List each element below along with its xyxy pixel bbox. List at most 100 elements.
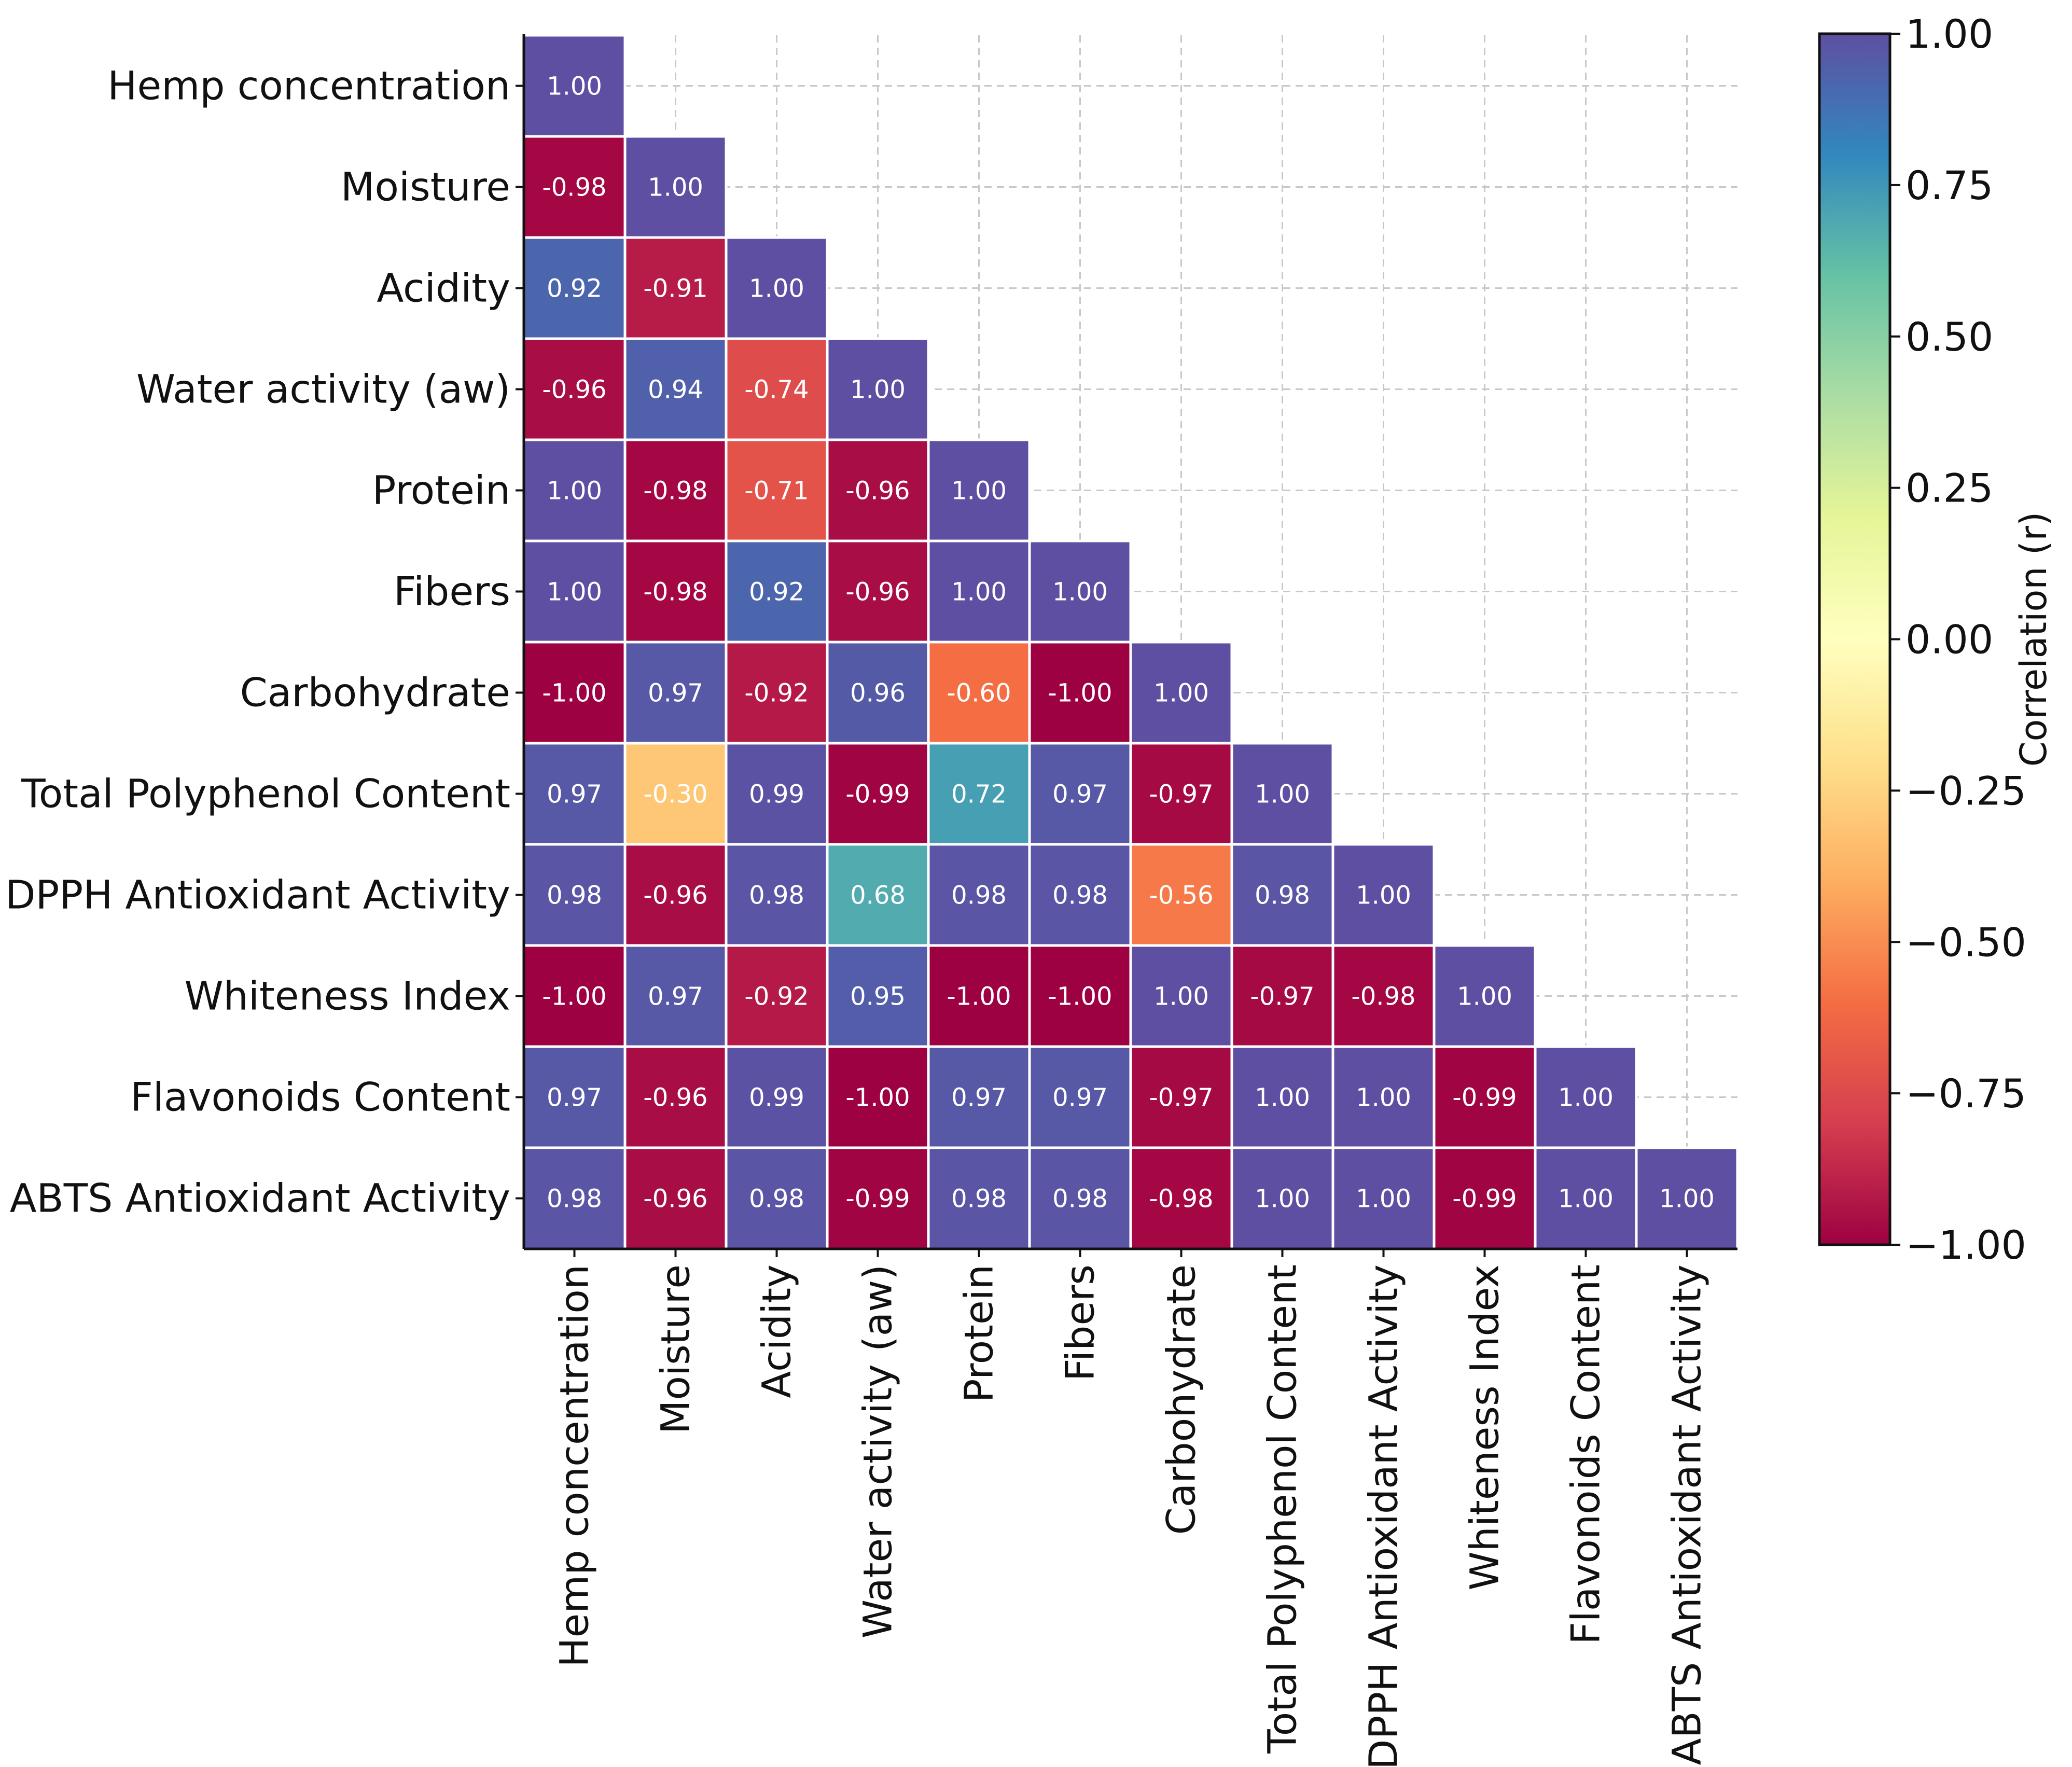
x-axis-label: Acidity	[754, 1264, 800, 1398]
colorbar-gradient	[1819, 34, 1890, 1245]
cell-value-label: -1.00	[947, 982, 1011, 1011]
heatmap-cell	[1129, 742, 1233, 846]
heatmap-cell	[826, 843, 930, 947]
cell-value-label: -0.99	[1452, 1083, 1517, 1112]
cell-value-label: -1.00	[1048, 982, 1112, 1011]
cell-value-label: 0.97	[547, 780, 602, 809]
cell-value-label: 1.00	[1558, 1083, 1614, 1112]
cell-value-label: 0.96	[850, 679, 906, 708]
cell-value-label: 0.98	[547, 1185, 602, 1214]
heatmap-cell	[826, 337, 930, 441]
colorbar-tick-label: 0.75	[1906, 162, 1993, 208]
heatmap-cell	[826, 438, 930, 542]
heatmap-cell	[1331, 1146, 1436, 1250]
heatmap-cell	[1028, 1045, 1132, 1149]
colorbar-tick-label: 0.00	[1906, 617, 1993, 663]
cell-value-label: 1.00	[1356, 881, 1411, 910]
heatmap-cell	[1230, 742, 1334, 846]
heatmap-cell	[623, 236, 728, 340]
cell-value-label: -0.99	[845, 1185, 910, 1214]
heatmap-cell	[1230, 944, 1334, 1048]
x-axis-label: DPPH Antioxidant Activity	[1360, 1264, 1407, 1767]
heatmap-cell	[927, 539, 1031, 644]
cell-value-label: 0.92	[749, 578, 804, 607]
cell-value-label: 0.95	[850, 982, 906, 1011]
y-axis-label: Protein	[372, 467, 510, 513]
heatmap-cell	[725, 539, 829, 644]
heatmap-cell	[522, 438, 627, 542]
x-axis-label: Hemp concentration	[551, 1264, 597, 1667]
cell-value-label: 0.97	[1052, 1083, 1108, 1112]
cell-value-label: 1.00	[1457, 982, 1512, 1011]
cell-value-label: 1.00	[951, 477, 1007, 506]
y-axis-label: Moisture	[341, 164, 510, 210]
cell-value-label: 0.68	[850, 881, 906, 910]
colorbar-tick-label: −0.75	[1906, 1070, 2026, 1117]
cell-value-label: -0.99	[845, 780, 910, 809]
cell-value-label: 0.92	[547, 274, 602, 303]
heatmap-cell	[1331, 843, 1436, 947]
cell-value-label: -0.56	[1149, 881, 1213, 910]
cell-value-label: -0.71	[744, 477, 809, 506]
x-axis-label: Flavonoids Content	[1563, 1264, 1609, 1645]
x-axis-label: Fibers	[1057, 1264, 1103, 1381]
y-axis-label: Hemp concentration	[107, 63, 510, 109]
cell-value-label: 0.98	[547, 881, 602, 910]
heatmap-cell	[1433, 944, 1537, 1048]
x-axis-label: Moisture	[652, 1264, 699, 1434]
cell-value-label: 0.99	[749, 780, 804, 809]
cell-value-label: 1.00	[1255, 780, 1310, 809]
cell-value-label: 1.00	[648, 173, 703, 202]
axes	[516, 34, 1737, 1257]
cell-value-label: 0.98	[749, 1185, 804, 1214]
y-axis-label: Carbohydrate	[240, 670, 510, 716]
cell-value-label: 1.00	[1356, 1083, 1411, 1112]
cell-value-label: 1.00	[749, 274, 804, 303]
x-axis-label: Protein	[956, 1264, 1002, 1402]
cell-value-label: -0.98	[643, 477, 707, 506]
heatmap-cell	[725, 236, 829, 340]
cell-value-label: -0.98	[542, 173, 606, 202]
heatmap-cell	[1028, 843, 1132, 947]
y-axis-label: ABTS Antioxidant Activity	[10, 1175, 510, 1221]
y-axis-tick-labels: Hemp concentration Moisture Acidity Water a…	[5, 63, 510, 1221]
cell-value-label: 1.00	[547, 477, 602, 506]
colorbar-tick-label: −0.50	[1906, 919, 2026, 965]
heatmap-cell	[725, 944, 829, 1048]
colorbar-label: Correlation (r)	[2012, 512, 2055, 767]
cell-value-label: -0.92	[744, 982, 809, 1011]
cell-value-label: -0.98	[643, 578, 707, 607]
cell-value-label: 0.72	[951, 780, 1007, 809]
heatmap-cell	[725, 1146, 829, 1250]
cell-value-label: -0.96	[542, 375, 606, 405]
heatmap-cell	[1433, 1146, 1537, 1250]
colorbar-tick-label: 0.50	[1906, 314, 1993, 360]
y-axis-label: Total Polyphenol Content	[21, 771, 510, 817]
x-axis-label: ABTS Antioxidant Activity	[1664, 1264, 1710, 1765]
cell-value-label: -0.74	[744, 375, 809, 405]
colorbar-tick-label: 0.25	[1906, 465, 1993, 511]
cell-value-label: -1.00	[542, 679, 606, 708]
cell-value-label: 1.00	[547, 578, 602, 607]
cell-value-label: -0.96	[643, 1185, 707, 1214]
y-axis-label: Fibers	[394, 568, 510, 615]
y-axis-label: Acidity	[377, 265, 510, 311]
cell-value-label: 0.97	[648, 982, 703, 1011]
cell-value-label: -0.60	[947, 679, 1011, 708]
colorbar-tick-label: 1.00	[1906, 11, 1993, 57]
cell-value-label: 1.00	[1052, 578, 1108, 607]
cell-value-label: -0.96	[643, 881, 707, 910]
y-axis-label: Water activity (aw)	[136, 366, 510, 412]
cell-value-label: 0.98	[1255, 881, 1310, 910]
cell-value-label: 0.97	[1052, 780, 1108, 809]
y-axis-label: Whiteness Index	[185, 973, 510, 1019]
cell-value-label: 1.00	[951, 578, 1007, 607]
cell-value-label: 0.98	[951, 881, 1007, 910]
x-axis-label: Water activity (aw)	[855, 1264, 901, 1638]
cell-value-label: -0.96	[845, 477, 910, 506]
colorbar: 1.00 0.75 0.50 0.25 0.00 −0.25 −0.50 −0.75 −1.00…	[1818, 11, 2055, 1268]
cell-value-label: 0.97	[648, 679, 703, 708]
cell-value-label: -0.96	[643, 1083, 707, 1112]
cell-value-label: 0.99	[749, 1083, 804, 1112]
heatmap-cell	[1028, 641, 1132, 745]
